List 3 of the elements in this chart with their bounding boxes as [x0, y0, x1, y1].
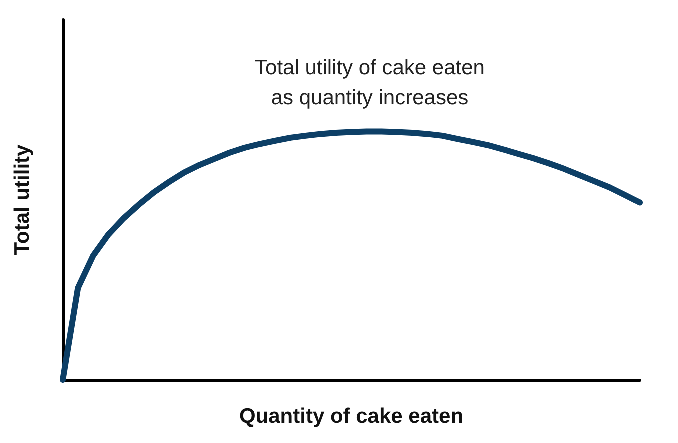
- y-axis-title: Total utility: [11, 144, 34, 256]
- x-axis-title: Quantity of cake eaten: [239, 405, 464, 428]
- chart-title: Total utility of cake eaten as quantity increases: [255, 56, 485, 110]
